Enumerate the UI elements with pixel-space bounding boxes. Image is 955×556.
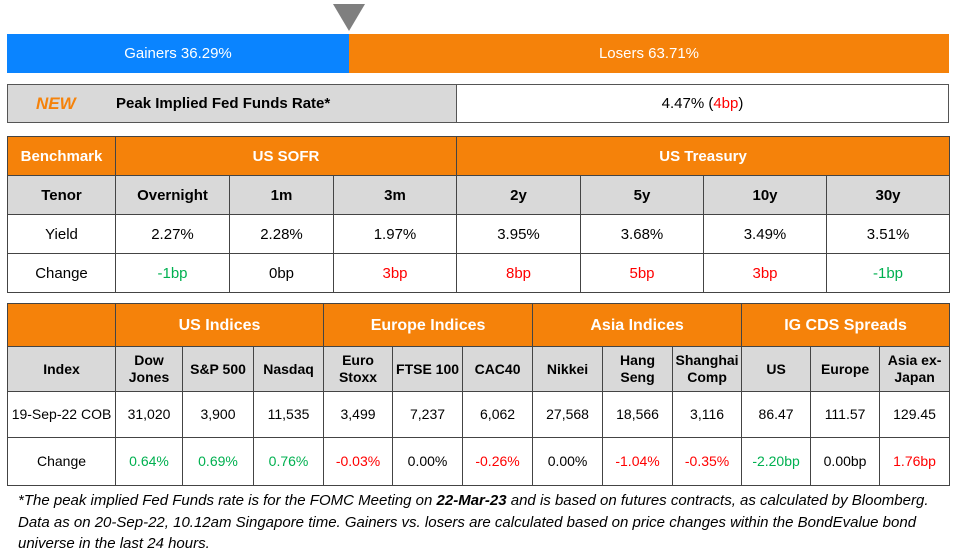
rate-change-cell: 0bp [229, 253, 334, 293]
indices-table: US Indices Europe Indices Asia Indices IG C… [7, 303, 951, 486]
yield-cell: 3.51% [825, 214, 951, 254]
footnote-text: *The peak implied Fed Funds rate is for … [18, 492, 437, 509]
fed-value: 4.47% (4bp) [457, 85, 948, 122]
index-column-cell: Shanghai Comp [672, 346, 743, 392]
index-value-cell: 18,566 [602, 391, 674, 438]
index-column-cell: S&P 500 [182, 346, 254, 392]
gainers-losers-bar: Gainers 36.29% Losers 63.71% [7, 34, 949, 73]
group-us: US Indices [114, 303, 325, 347]
yield-cell: 3.95% [456, 214, 581, 254]
yield-cell: 1.97% [333, 214, 457, 254]
paren-open: ( [704, 95, 714, 112]
yield-cell: Yield [7, 214, 116, 254]
tenor-cell: Tenor [7, 175, 116, 215]
header-benchmark: Benchmark [7, 136, 116, 176]
index-change-cell: -0.03% [323, 437, 394, 486]
fed-rate: 4.47% [661, 95, 705, 112]
yield-cell: 2.28% [229, 214, 334, 254]
index-value-cell: 3,900 [182, 391, 254, 438]
index-value-cell: 11,535 [252, 391, 325, 438]
index-column-cell: Europe [810, 346, 881, 392]
index-column-cell: Euro Stoxx [323, 346, 394, 392]
index-change-cell: 0.00% [532, 437, 604, 486]
rate-change-cell: 8bp [456, 253, 581, 293]
footnote: *The peak implied Fed Funds rate is for … [18, 490, 938, 555]
rate-change-cell: -1bp [825, 253, 951, 293]
index-change-cell: -0.35% [672, 437, 743, 486]
index-column-cell: FTSE 100 [392, 346, 464, 392]
index-value-cell: 7,237 [392, 391, 464, 438]
index-value-cell: 19-Sep-22 COB [7, 391, 116, 438]
tenor-cell: 3m [333, 175, 457, 215]
rate-change-cell: 5bp [580, 253, 704, 293]
group-asia: Asia Indices [532, 303, 743, 347]
yield-cell: 3.68% [580, 214, 704, 254]
index-change-cell: -1.04% [602, 437, 674, 486]
gainers-segment: Gainers 36.29% [7, 34, 349, 73]
index-change-cell: 0.00% [392, 437, 464, 486]
index-change-cell: 0.00bp [810, 437, 881, 486]
fed-change: 4bp [713, 95, 739, 112]
rate-change-cell: -1bp [115, 253, 230, 293]
index-column-cell: Nikkei [532, 346, 604, 392]
fed-funds-row: NEW Peak Implied Fed Funds Rate* 4.47% (4… [7, 84, 949, 123]
rates-table: Benchmark US SOFR US Treasury Tenor Overnig… [7, 136, 951, 293]
yield-cell: 2.27% [115, 214, 230, 254]
tenor-cell: 1m [229, 175, 334, 215]
yield-cell: 3.49% [703, 214, 827, 254]
index-change-cell: 0.76% [252, 437, 325, 486]
index-column-cell: US [741, 346, 812, 392]
footnote-text-2: and is based on futures contracts, as ca… [18, 492, 929, 552]
index-change-cell: 1.76bp [879, 437, 951, 486]
tenor-cell: Overnight [115, 175, 230, 215]
group-cds: IG CDS Spreads [741, 303, 951, 347]
header-treasury: US Treasury [455, 136, 951, 176]
tenor-cell: 2y [456, 175, 581, 215]
index-value-cell: 27,568 [532, 391, 604, 438]
fed-title: Peak Implied Fed Funds Rate* [116, 95, 331, 112]
group-blank [7, 303, 116, 347]
index-change-cell: -2.20bp [741, 437, 812, 486]
rate-change-cell: Change [7, 253, 116, 293]
index-column-cell: CAC40 [462, 346, 534, 392]
paren-close: ) [738, 95, 744, 112]
rate-change-cell: 3bp [703, 253, 827, 293]
tenor-cell: 10y [703, 175, 827, 215]
footnote-date: 22-Mar-23 [436, 492, 507, 509]
index-change-cell: -0.26% [462, 437, 534, 486]
group-europe: Europe Indices [323, 303, 534, 347]
header-sofr: US SOFR [115, 136, 457, 176]
tenor-cell: 5y [580, 175, 704, 215]
rate-change-cell: 3bp [333, 253, 457, 293]
split-marker-icon [333, 4, 365, 31]
index-value-cell: 3,116 [672, 391, 743, 438]
index-column-cell: Asia ex-Japan [879, 346, 951, 392]
index-change-cell: 0.69% [182, 437, 254, 486]
index-column-cell: Dow Jones [115, 346, 183, 392]
tenor-cell: 30y [825, 175, 951, 215]
index-column-cell: Index [7, 346, 116, 392]
index-change-cell: Change [7, 437, 116, 486]
index-value-cell: 86.47 [741, 391, 812, 438]
index-value-cell: 111.57 [810, 391, 881, 438]
index-value-cell: 129.45 [879, 391, 951, 438]
index-column-cell: Nasdaq [252, 346, 325, 392]
index-change-cell: 0.64% [115, 437, 183, 486]
index-value-cell: 31,020 [115, 391, 183, 438]
index-value-cell: 6,062 [462, 391, 534, 438]
index-value-cell: 3,499 [323, 391, 394, 438]
index-column-cell: Hang Seng [602, 346, 674, 392]
new-badge: NEW [36, 93, 76, 113]
losers-segment: Losers 63.71% [349, 34, 949, 73]
